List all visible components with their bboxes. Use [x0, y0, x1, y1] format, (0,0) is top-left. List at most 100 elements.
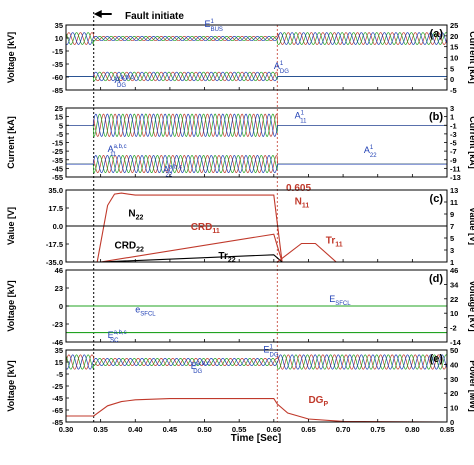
- waveform-phase-green: [66, 32, 447, 45]
- y-tick-label: 17.5: [48, 204, 63, 213]
- plot-area: [66, 113, 447, 174]
- fault-label: Fault initiate: [125, 11, 184, 22]
- annotation-symbol: A: [295, 110, 301, 120]
- annotation: Ea,b,c DG: [191, 361, 210, 375]
- y2-axis-title: Current [kA]: [468, 116, 474, 169]
- annotation-sup: 1: [211, 19, 215, 25]
- annotation: E1 BUS: [205, 19, 223, 33]
- series-label-sub: 22: [228, 257, 236, 264]
- y2-tick-label: -2: [450, 324, 457, 333]
- series-label-sub: P: [323, 401, 328, 408]
- series-label: Tr11: [326, 235, 343, 248]
- annotation-sup: a,b,c: [121, 75, 134, 81]
- y2-tick-label: 3: [450, 104, 454, 113]
- annotation-sub: DG: [193, 369, 202, 375]
- x-tick-label: 0.35: [93, 425, 108, 434]
- annotation-sub: DG: [280, 69, 289, 75]
- y2-tick-label: 40: [450, 360, 458, 369]
- y2-tick-label: -14: [450, 338, 462, 347]
- y-tick-label: -35.0: [46, 258, 63, 267]
- y-axis-title: Voltage [kV]: [6, 32, 16, 83]
- y2-tick-label: 10: [450, 404, 458, 413]
- annotation-sup: a,b,c: [114, 144, 127, 150]
- y-tick-label: -5: [56, 370, 63, 379]
- annotation-sub: DG: [269, 352, 278, 358]
- y-tick-label: -17.5: [46, 240, 63, 249]
- series-line-n11: [66, 192, 447, 262]
- y2-axis-title: Power [MW]: [468, 360, 474, 412]
- y-tick-label: 0: [59, 302, 63, 311]
- x-tick-label: 0.60: [267, 425, 282, 434]
- waveform-phase-blue: [66, 354, 447, 370]
- y-axis-title: Current [kA]: [6, 116, 16, 169]
- x-tick-label: 0.85: [440, 425, 455, 434]
- y2-tick-label: 0: [450, 75, 454, 84]
- y-tick-label: 5: [59, 121, 63, 130]
- x-tick-label: 0.40: [128, 425, 143, 434]
- annotation-symbol: A: [163, 165, 169, 175]
- waveform-phase-blue: [66, 154, 447, 174]
- y2-tick-label: -13: [450, 173, 461, 182]
- y-tick-label: 35: [55, 21, 63, 30]
- annotation-symbol: A: [108, 144, 114, 154]
- y2-tick-label: 0: [450, 418, 454, 427]
- y-tick-label: 0.0: [53, 222, 63, 231]
- y-tick-label: 46: [55, 266, 63, 275]
- y-tick-label: 23: [55, 284, 63, 293]
- y-tick-label: -60: [52, 73, 63, 82]
- y2-tick-label: 46: [450, 266, 458, 275]
- y2-tick-label: 20: [450, 389, 458, 398]
- y2-tick-label: 1: [450, 258, 454, 267]
- y2-tick-label: 7: [450, 222, 454, 231]
- series-label: N22: [128, 209, 143, 222]
- series-label-sub: 11: [302, 202, 310, 209]
- series-line-dg_p: [66, 398, 447, 422]
- series-label-text: CRD: [191, 222, 213, 233]
- y2-tick-label: -5: [450, 139, 457, 148]
- series-label-text: N: [295, 196, 302, 207]
- clear-marker: 0.605: [276, 25, 311, 422]
- annotation: Aa,b,c DG: [114, 75, 133, 89]
- y-axis-title: Voltage [kV]: [6, 360, 16, 411]
- y2-tick-label: 15: [450, 43, 458, 52]
- y2-tick-label: -1: [450, 121, 457, 130]
- y2-axis-title: Voltage [kV]: [468, 280, 474, 331]
- waveform-phase-green: [66, 354, 447, 370]
- annotation-symbol: E: [108, 330, 114, 340]
- annotation-sup: 1: [269, 344, 273, 350]
- y2-axis-title: Value [V]: [468, 207, 474, 245]
- annotation-sub: 11: [110, 152, 117, 158]
- x-tick-label: 0.75: [370, 425, 385, 434]
- waveform-phase-red: [66, 32, 447, 45]
- annotation-sub: 22: [166, 173, 173, 179]
- y-tick-label: -45: [52, 394, 63, 403]
- annotation: Ea,b,c SC: [108, 330, 127, 344]
- annotation-symbol: E: [263, 344, 269, 354]
- annotation-symbol: E: [329, 294, 335, 304]
- annotation-sup: 1: [280, 61, 284, 67]
- y-tick-label: 10: [55, 34, 63, 43]
- y2-tick-label: 25: [450, 21, 458, 30]
- panel-letter: (e): [430, 353, 444, 365]
- y-tick-label: -85: [52, 86, 63, 95]
- y-tick-label: -15: [52, 47, 63, 56]
- annotation-sub: SFCL: [335, 301, 351, 307]
- waveform-phase-blue: [66, 32, 447, 45]
- annotation-symbol: E: [191, 361, 197, 371]
- x-tick-label: 0.50: [197, 425, 212, 434]
- y2-tick-label: 50: [450, 346, 458, 355]
- annotation: Aa,b,c 22: [163, 165, 182, 179]
- y-tick-label: -25: [52, 147, 63, 156]
- y-tick-label: 15: [55, 113, 63, 122]
- y2-tick-label: 10: [450, 309, 458, 318]
- y-tick-label: -45: [52, 164, 63, 173]
- y2-tick-label: 22: [450, 295, 458, 304]
- y2-tick-label: 34: [450, 280, 459, 289]
- x-tick-label: 0.80: [405, 425, 420, 434]
- y-tick-label: -25: [52, 382, 63, 391]
- annotation: eSFCL: [135, 304, 156, 317]
- series-line-tr11: [66, 242, 447, 262]
- plot-area: [66, 354, 447, 422]
- series-label: Tr22: [218, 251, 235, 264]
